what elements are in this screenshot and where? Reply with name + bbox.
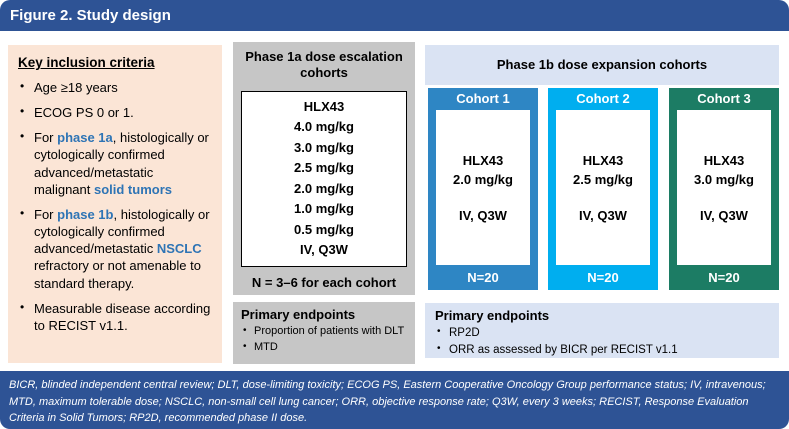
bullet-icon: • <box>20 299 25 314</box>
cohort-dose-box: HLX43 3.0 mg/kg IV, Q3W <box>677 110 771 265</box>
cohort-header: Cohort 2 <box>576 91 630 106</box>
dose-line-schedule: IV, Q3W <box>300 242 348 257</box>
bullet-icon: • <box>437 326 441 337</box>
dose-escalation-box: HLX43 4.0 mg/kg 3.0 mg/kg 2.5 mg/kg 2.0 … <box>241 90 407 267</box>
phase1b-header: Phase 1b dose expansion cohorts <box>425 45 779 85</box>
cohort-dose: 2.0 mg/kg <box>453 171 513 187</box>
cohort-card-3: Cohort 3 HLX43 3.0 mg/kg IV, Q3W N=20 <box>669 88 779 290</box>
inclusion-bullet-recist: • Measurable disease according to RECIST … <box>18 300 212 334</box>
inclusion-bullet-text: For phase 1a, histologically or cytologi… <box>34 130 209 197</box>
inclusion-bullet-phase1b: • For phase 1b, histologically or cytolog… <box>18 206 212 292</box>
inclusion-bullet-text: Measurable disease according to RECIST v… <box>34 300 211 333</box>
cohort-dose-box: HLX43 2.0 mg/kg IV, Q3W <box>436 110 530 265</box>
inclusion-bullet-ecog: • ECOG PS 0 or 1. <box>18 104 212 121</box>
cohort-dose-box: HLX43 2.5 mg/kg IV, Q3W <box>556 110 650 265</box>
dose-line: 2.5 mg/kg <box>294 160 354 175</box>
cohort-card-2: Cohort 2 HLX43 2.5 mg/kg IV, Q3W N=20 <box>548 88 658 290</box>
phase1a-panel: Phase 1a dose escalation cohorts HLX43 4… <box>233 42 415 295</box>
endpoints-title: Primary endpoints <box>435 308 550 323</box>
phase1a-highlight: phase 1a <box>57 130 113 146</box>
bullet-icon: • <box>243 325 247 336</box>
cohort-header: Cohort 3 <box>697 91 751 106</box>
cohort-header: Cohort 1 <box>456 91 510 106</box>
bullet-icon: • <box>20 104 25 119</box>
endpoint-item: • Proportion of patients with DLT <box>243 325 405 337</box>
cohort-n-badge: N=20 <box>708 270 740 285</box>
cohort-size-note: N = 3–6 for each cohort <box>251 274 397 290</box>
inclusion-bullet-age: • Age ≥18 years <box>18 79 212 96</box>
inclusion-bullet-text: For phase 1b, histologically or cytologi… <box>34 206 210 291</box>
dose-line: 0.5 mg/kg <box>294 221 354 237</box>
cohort-drug: HLX43 <box>582 152 624 168</box>
cohort-dose: 2.5 mg/kg <box>573 171 633 187</box>
bullet-icon: • <box>243 340 247 352</box>
endpoints-title: Primary endpoints <box>241 307 356 322</box>
dose-line: 1.0 mg/kg <box>294 201 354 216</box>
abbreviations-footnote-bar: BICR, blinded independent central review… <box>0 371 789 429</box>
figure-title-bar: Figure 2. Study design <box>0 0 789 31</box>
abbreviations-footnote: BICR, blinded independent central review… <box>9 379 766 424</box>
bullet-icon: • <box>437 342 441 354</box>
cohort-schedule: IV, Q3W <box>579 207 627 223</box>
endpoint-item: • RP2D <box>437 326 480 339</box>
dose-line: 2.0 mg/kg <box>294 180 354 196</box>
dose-line-drug: HLX43 <box>303 98 345 114</box>
inclusion-heading: Key inclusion criteria <box>18 55 155 70</box>
cohort-schedule: IV, Q3W <box>459 207 507 223</box>
figure-title: Figure 2. Study design <box>10 7 171 24</box>
dose-line: 4.0 mg/kg <box>294 119 354 134</box>
bullet-icon: • <box>20 205 25 220</box>
cohort-schedule: IV, Q3W <box>700 207 748 223</box>
endpoint-item: • MTD <box>243 340 278 353</box>
cohort-n-badge: N=20 <box>467 270 499 285</box>
phase1a-endpoints: Primary endpoints • Proportion of patient… <box>233 302 415 364</box>
nsclc-highlight: NSCLC <box>156 241 202 257</box>
cohort-card-1: Cohort 1 HLX43 2.0 mg/kg IV, Q3W N=20 <box>428 88 538 290</box>
inclusion-bullet-text: ECOG PS 0 or 1. <box>34 105 134 121</box>
inclusion-bullet-phase1a: • For phase 1a, histologically or cytolog… <box>18 129 212 198</box>
inclusion-criteria-panel: Key inclusion criteria • Age ≥18 years • E… <box>8 45 222 363</box>
cohort-dose: 3.0 mg/kg <box>694 171 754 187</box>
inclusion-bullet-text: Age ≥18 years <box>34 80 118 95</box>
cohort-drug: HLX43 <box>703 152 745 168</box>
phase1a-header: Phase 1a dose escalation cohorts <box>245 49 403 81</box>
dose-line: 3.0 mg/kg <box>294 139 354 155</box>
bullet-icon: • <box>20 79 25 93</box>
phase1b-endpoints: Primary endpoints • RP2D • ORR as assessed… <box>425 303 779 358</box>
cohort-drug: HLX43 <box>462 152 504 168</box>
endpoint-item: • ORR as assessed by BICR per RECIST v1.1 <box>437 342 678 356</box>
solid-tumors-highlight: solid tumors <box>93 181 172 197</box>
phase1b-highlight: phase 1b <box>57 206 114 222</box>
bullet-icon: • <box>20 129 25 144</box>
cohort-n-badge: N=20 <box>587 270 619 285</box>
